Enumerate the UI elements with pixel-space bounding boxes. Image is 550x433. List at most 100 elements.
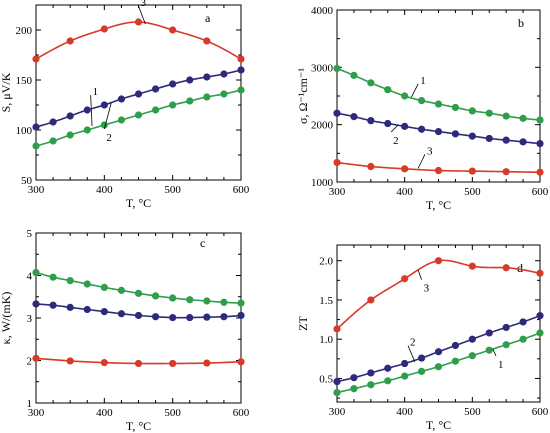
- series-1-point: [468, 352, 476, 360]
- series-2-point: [333, 109, 341, 117]
- panel-b: 300 400 500 600 1000 2000 3000 4000 T, °C σ, Ω⁻¹c…: [296, 5, 549, 212]
- series-1-point: [151, 292, 160, 300]
- series-2-point: [49, 301, 57, 309]
- series-1-point: [66, 277, 74, 285]
- series-1-point: [169, 294, 177, 302]
- series-1-point: [169, 101, 177, 109]
- curve-label-3: 3: [427, 145, 433, 157]
- series-1-point: [32, 142, 40, 150]
- series-2-point: [151, 313, 160, 321]
- series-1-point: [367, 79, 375, 87]
- series-3-point: [32, 55, 40, 63]
- plot-frame: [336, 9, 541, 183]
- x-tick-label: 500: [464, 186, 481, 198]
- y-tick-label: 150: [16, 75, 33, 87]
- y-axis-label: κ, W/(mK): [0, 292, 13, 345]
- series-3-point: [32, 354, 40, 362]
- series-3-point: [169, 359, 177, 368]
- series-2-point: [186, 76, 194, 84]
- curve-label-1: 1: [420, 75, 426, 87]
- series-2-point: [350, 374, 358, 382]
- series-1-point: [237, 299, 245, 307]
- series-2-point: [384, 119, 392, 128]
- series-2-point: [169, 313, 177, 322]
- series-1-point: [401, 92, 409, 100]
- x-tick-label: 300: [28, 184, 45, 196]
- series-2-point: [151, 85, 160, 93]
- series-3-line: [336, 259, 541, 330]
- series-1-point: [350, 71, 358, 79]
- x-tick-label: 600: [233, 184, 250, 196]
- series-3-point: [66, 37, 74, 45]
- y-axis-label: σ, Ω⁻¹cm⁻¹: [296, 68, 310, 124]
- curve-label-leader: [417, 269, 422, 280]
- y-tick-label: 2.0: [319, 256, 333, 268]
- series-2-point: [203, 73, 211, 81]
- y-tick-label: 2: [27, 356, 33, 368]
- series-3-point: [536, 269, 544, 277]
- curve-label-leader: [492, 348, 497, 356]
- curve-label-leader: [90, 94, 93, 127]
- panel-letter: d: [517, 261, 523, 275]
- x-tick-label: 500: [464, 406, 481, 418]
- panel-letter: b: [518, 16, 524, 30]
- curve-label-leader: [138, 5, 146, 25]
- series-3-point: [237, 55, 245, 63]
- series-1-line: [336, 67, 541, 121]
- series-1-point: [134, 289, 143, 297]
- series-2-point: [519, 138, 527, 146]
- x-tick-label: 600: [233, 407, 250, 419]
- series-2-point: [186, 313, 194, 322]
- y-tick-label: 4000: [311, 5, 334, 17]
- series-1-point: [384, 377, 392, 385]
- series-3-point: [169, 26, 177, 34]
- series-3-point: [237, 358, 245, 366]
- series-2-point: [32, 123, 40, 131]
- series-1-point: [434, 363, 443, 371]
- series-2-point: [220, 313, 228, 321]
- series-1-point: [237, 86, 245, 94]
- series-1-point: [220, 298, 228, 306]
- series-2-point: [117, 95, 126, 103]
- series-3-point: [401, 165, 409, 173]
- y-tick-label: 1000: [311, 177, 334, 189]
- x-tick-label: 400: [396, 186, 413, 198]
- series-2-point: [333, 377, 341, 386]
- x-axis-label: T, °C: [426, 418, 451, 432]
- series-2-point: [203, 313, 211, 321]
- curve-label-2: 2: [410, 337, 416, 349]
- series-1-point: [83, 280, 91, 288]
- series-3-point: [333, 325, 341, 333]
- x-tick-label: 300: [28, 407, 45, 419]
- series-2-point: [100, 101, 108, 109]
- series-1-point: [49, 137, 57, 145]
- series-2-point: [502, 136, 510, 144]
- series-1-point: [117, 116, 126, 124]
- series-3-point: [401, 275, 409, 283]
- series-2-point: [367, 369, 375, 377]
- series-1-point: [502, 112, 510, 120]
- y-tick-label: 1: [27, 398, 33, 410]
- panel-letter: c: [200, 236, 205, 250]
- series-1-point: [203, 297, 211, 305]
- series-2-point: [169, 80, 177, 88]
- series-1-point: [220, 90, 228, 98]
- series-2-point: [485, 329, 493, 337]
- series-2-point: [536, 139, 544, 148]
- series-1-point: [49, 273, 57, 281]
- series-1-point: [417, 96, 426, 105]
- series-3-point: [502, 168, 510, 176]
- x-axis-label: T, °C: [126, 196, 151, 210]
- series-1-point: [151, 106, 160, 114]
- series-3-point: [134, 359, 143, 368]
- series-1-point: [536, 116, 544, 124]
- series-3-point: [502, 264, 510, 272]
- curve-label-1: 1: [93, 86, 99, 98]
- y-tick-label: 1.0: [319, 334, 333, 346]
- series-1-point: [401, 372, 409, 380]
- y-tick-label: 0.5: [319, 373, 333, 385]
- series-2-point: [350, 113, 358, 121]
- series-3-point: [100, 359, 108, 367]
